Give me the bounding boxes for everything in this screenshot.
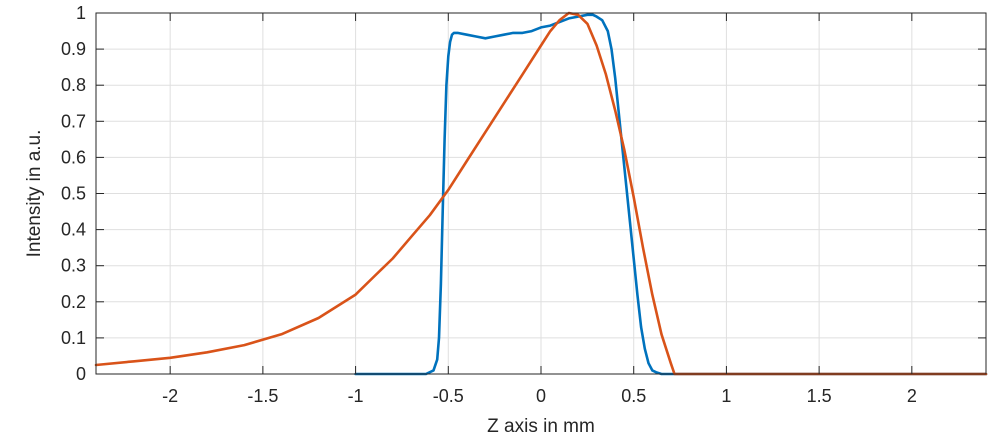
series-layer [94,11,988,376]
y-tick-label: 0.4 [61,220,86,240]
y-tick-label: 0.1 [61,328,86,348]
y-tick-label: 0.8 [61,75,86,95]
x-tick-label: -0.5 [433,386,464,406]
x-tick-label: 0.5 [621,386,646,406]
y-tick-label: 0.6 [61,147,86,167]
y-axis-label: Intensity in a.u. [24,130,45,258]
y-tick-label: 0.5 [61,184,86,204]
y-tick-label: 0.3 [61,256,86,276]
x-tick-label: 1 [721,386,731,406]
y-tick-label: 1 [76,3,86,23]
y-tick-label: 0.7 [61,111,86,131]
x-axis-label: Z axis in mm [487,416,595,437]
y-tick-label: 0 [76,364,86,384]
y-tick-label: 0.9 [61,39,86,59]
x-tick-label: -2 [162,386,178,406]
ticks: -2 -1.5 -1 -0.5 0 0.5 1 1.5 2 0 0.1 0.2 0.3 0.4 0.5 0.6… [61,3,986,406]
x-tick-label: -1 [348,386,364,406]
grid [96,12,986,375]
series-line-2 [94,11,988,376]
x-tick-label: 1.5 [807,386,832,406]
x-tick-label: 0 [536,386,546,406]
x-tick-label: 2 [907,386,917,406]
x-tick-label: -1.5 [247,386,278,406]
y-tick-label: 0.2 [61,292,86,312]
